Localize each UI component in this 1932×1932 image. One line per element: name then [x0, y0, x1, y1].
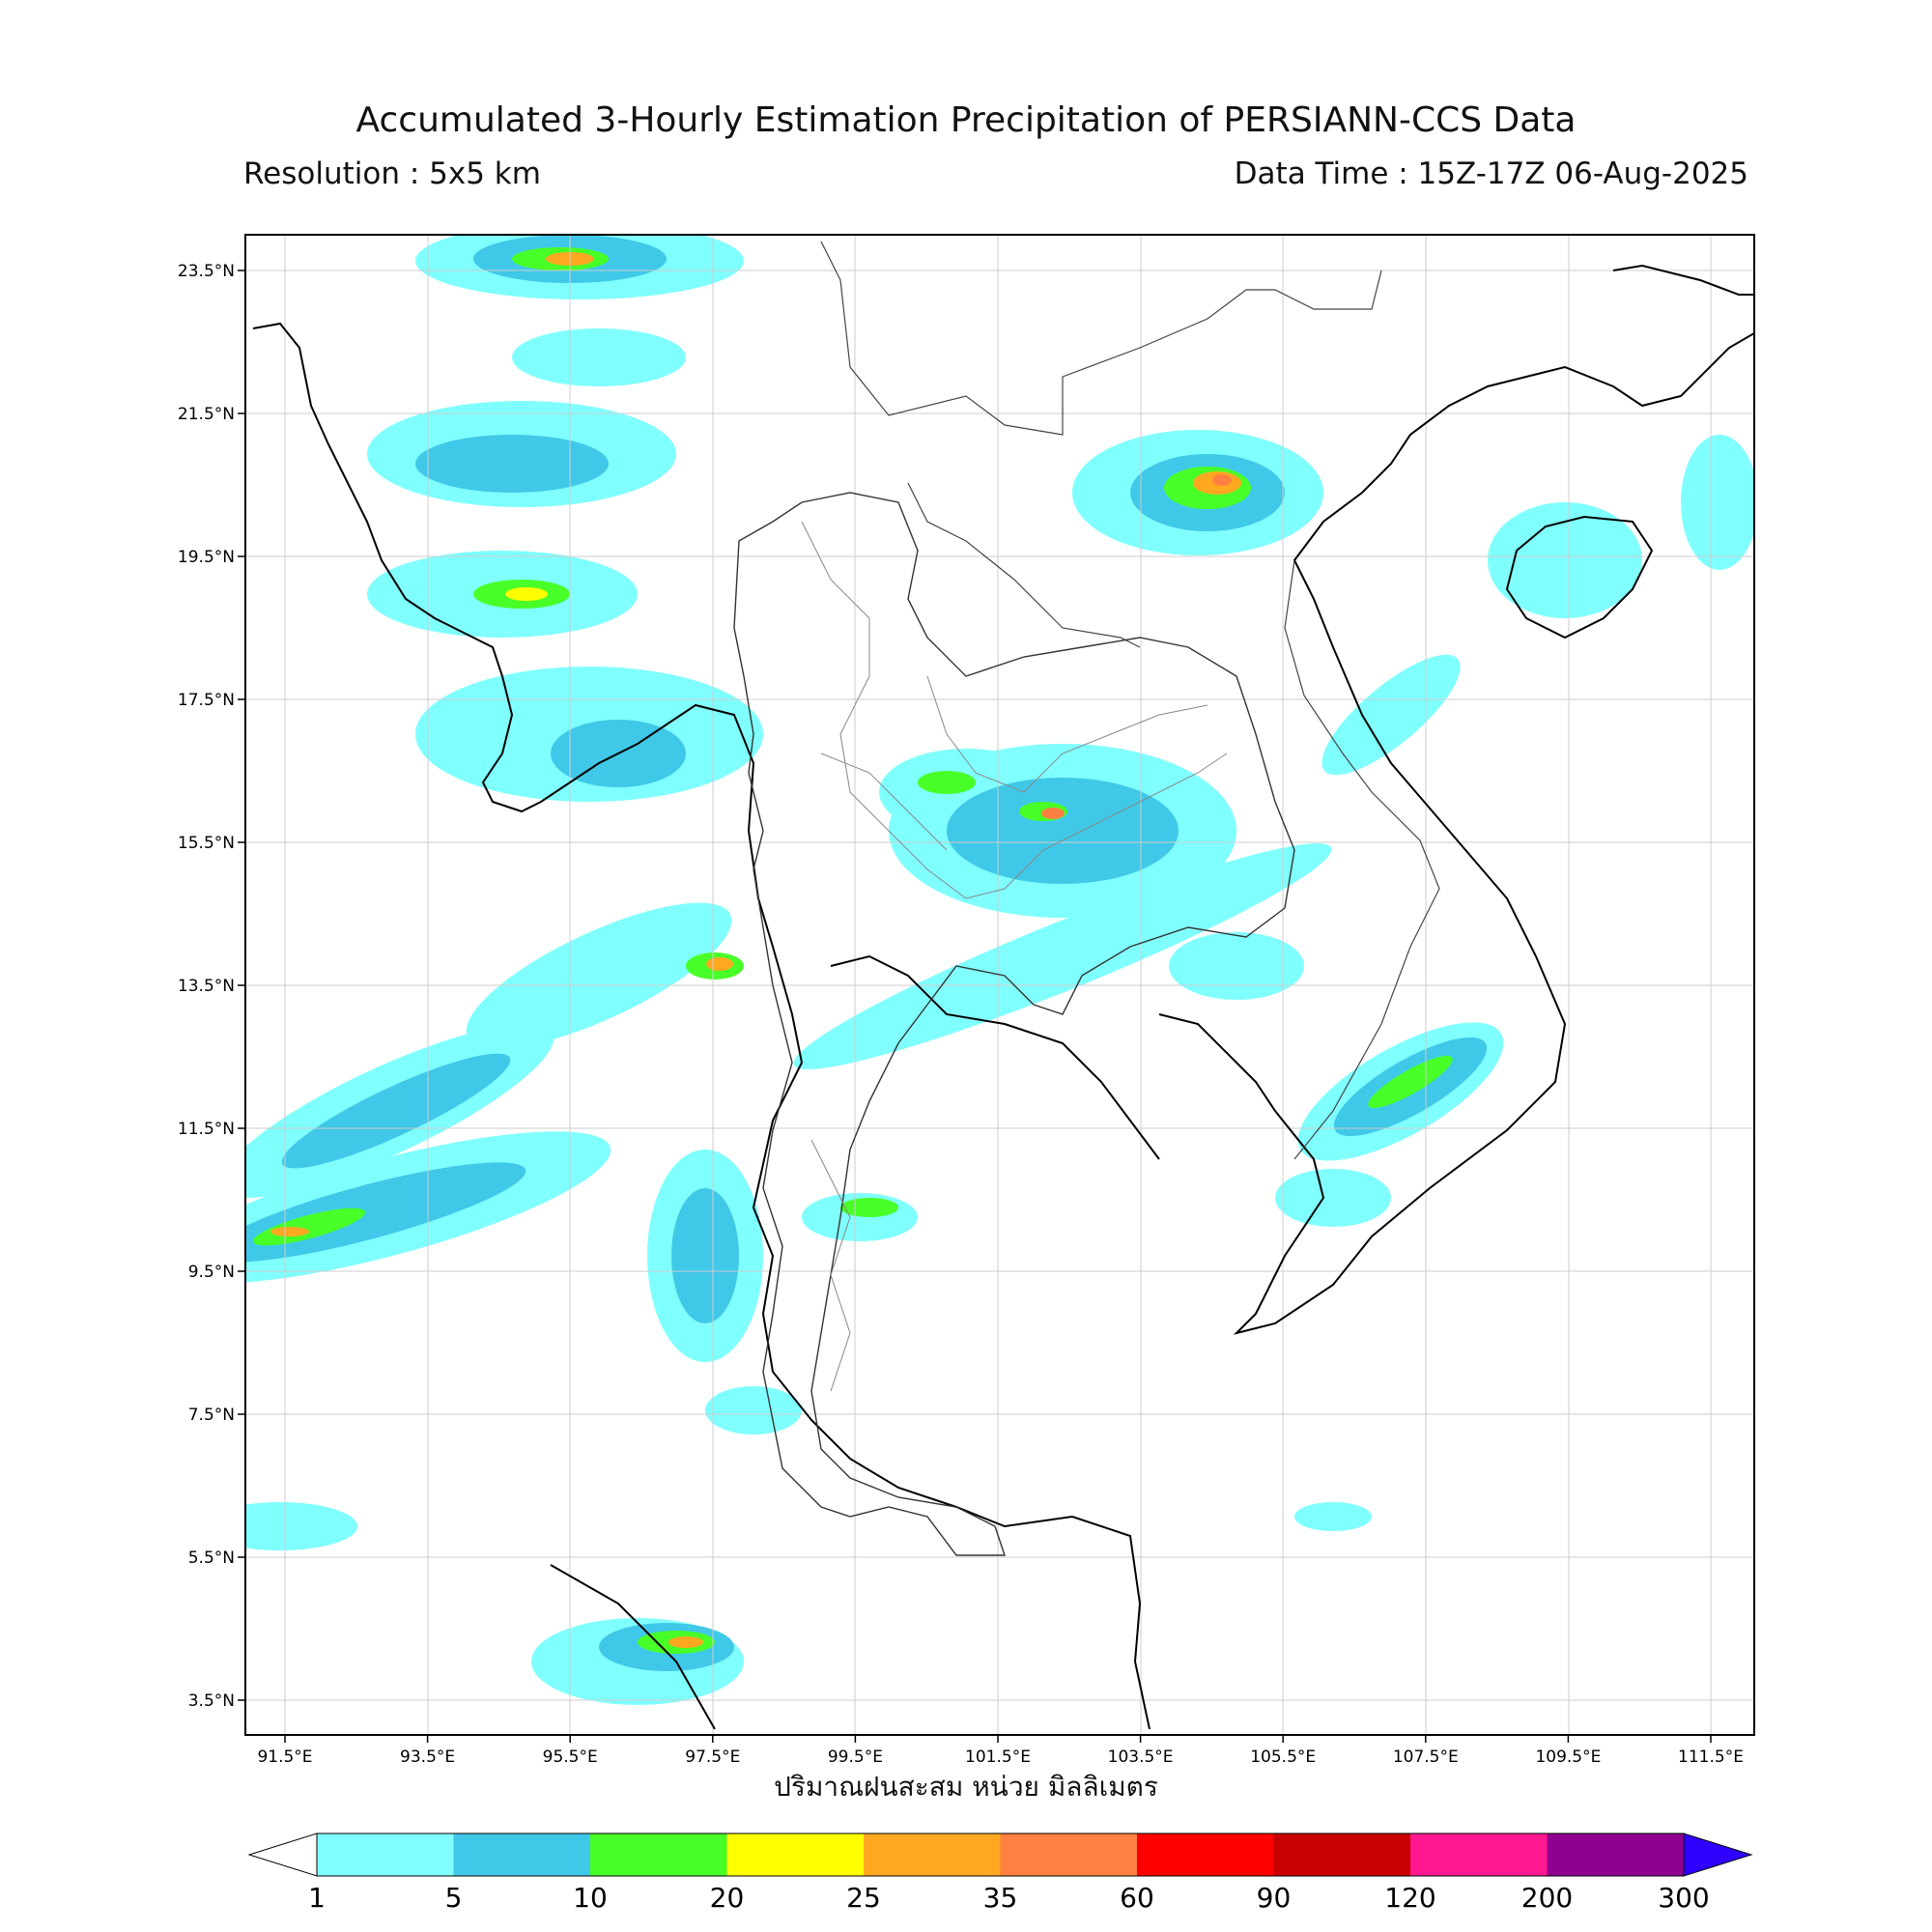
colorbar-swatch [1410, 1833, 1548, 1876]
colorbar-tick-label: 120 [1384, 1882, 1435, 1914]
colorbar-tick-label: 10 [573, 1882, 608, 1914]
country-borders [820, 241, 1440, 1160]
lon-tick-label: 109.5°E [1535, 1747, 1601, 1767]
colorbar-over-arrow [1683, 1833, 1753, 1877]
colorbar-tick-label: 25 [846, 1882, 881, 1914]
lon-tick-label: 93.5°E [400, 1747, 455, 1767]
graticule [245, 235, 1754, 1735]
lat-tick-label: 11.5°N [178, 1120, 235, 1139]
lat-tick-label: 9.5°N [188, 1263, 235, 1282]
colorbar-tick-label: 90 [1257, 1882, 1292, 1914]
colorbar-swatch [1137, 1833, 1274, 1876]
thailand-provinces [733, 492, 1295, 1556]
colorbar-swatch [1000, 1833, 1137, 1876]
lon-tick-label: 105.5°E [1250, 1747, 1316, 1767]
lon-tick-label: 101.5°E [965, 1747, 1031, 1767]
colorbar-swatch [726, 1833, 864, 1876]
colorbar-tick-label: 20 [710, 1882, 745, 1914]
colorbar-tick-label: 200 [1521, 1882, 1573, 1914]
coastlines [252, 264, 1754, 1730]
colorbar-swatch [453, 1833, 590, 1876]
lat-tick-label: 23.5°N [178, 262, 235, 281]
colorbar-swatch [864, 1833, 1001, 1876]
lat-tick-label: 17.5°N [178, 691, 235, 710]
data-time-label: Data Time : 15Z-17Z 06-Aug-2025 [1234, 156, 1748, 191]
colorbar-swatch [1547, 1833, 1684, 1876]
colorbar-tick-label: 35 [983, 1882, 1018, 1914]
lat-tick-label: 13.5°N [178, 977, 235, 996]
lon-tick-label: 111.5°E [1678, 1747, 1744, 1767]
longitude-tick-labels: 91.5°E 93.5°E 95.5°E 97.5°E 99.5°E 101.5°E 103… [257, 1735, 1744, 1767]
colorbar-frame [316, 1833, 1685, 1877]
lon-tick-label: 97.5°E [685, 1747, 740, 1767]
colorbar-under-arrow [247, 1833, 318, 1877]
colorbar-tick-label: 300 [1658, 1882, 1709, 1914]
rain-field [245, 235, 1754, 1705]
lon-tick-label: 103.5°E [1108, 1747, 1174, 1767]
map-plot-area [245, 235, 1754, 1735]
colorbar-swatch [317, 1833, 454, 1876]
colorbar-unit-label: ปริมาณฝนสะสม หน่วย มิลลิเมตร [774, 1771, 1158, 1803]
lat-tick-label: 19.5°N [178, 548, 235, 567]
colorbar-tick-label: 60 [1120, 1882, 1154, 1914]
lon-tick-label: 95.5°E [543, 1747, 598, 1767]
latitude-tick-labels: 23.5°N 21.5°N 19.5°N 17.5°N 15.5°N 13.5°N 11.5… [178, 262, 245, 1711]
colorbar-tick-labels: 1 5 10 20 25 35 60 90 120 200 300 [308, 1882, 1710, 1914]
lon-tick-label: 91.5°E [257, 1747, 312, 1767]
resolution-label: Resolution : 5x5 km [243, 156, 541, 191]
colorbar-swatch [1273, 1833, 1410, 1876]
colorbar-tick-label: 5 [445, 1882, 463, 1914]
lon-tick-label: 107.5°E [1393, 1747, 1459, 1767]
lon-tick-label: 99.5°E [828, 1747, 883, 1767]
lat-tick-label: 15.5°N [178, 834, 235, 853]
colorbar-swatches [247, 1833, 1753, 1877]
lat-tick-label: 7.5°N [188, 1406, 235, 1425]
lat-tick-label: 5.5°N [188, 1548, 235, 1568]
colorbar: 1 5 10 20 25 35 60 90 120 200 300 [247, 1833, 1753, 1914]
colorbar-swatch [590, 1833, 727, 1876]
colorbar-tick-label: 1 [308, 1882, 326, 1914]
lat-tick-label: 21.5°N [178, 405, 235, 424]
lat-tick-label: 3.5°N [188, 1691, 235, 1711]
map-title: Accumulated 3-Hourly Estimation Precipit… [355, 100, 1577, 140]
